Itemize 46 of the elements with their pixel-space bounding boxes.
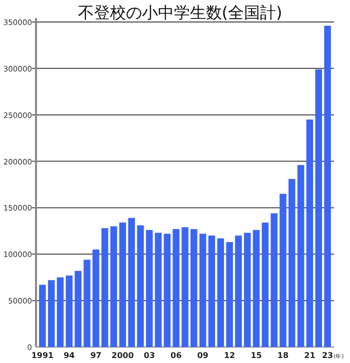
bar [56,277,64,347]
bar [39,284,46,347]
bar [208,236,216,347]
bar [324,26,331,347]
bar [137,225,144,347]
x-tick-label: 94 [64,351,76,360]
bar [48,280,55,347]
bar [288,178,296,347]
bar [199,234,206,347]
bar [315,69,322,347]
x-tick-label: 18 [277,351,289,360]
bar [119,222,126,347]
bar [101,228,108,347]
bar [172,229,180,347]
x-tick-label: 1991 [31,351,54,360]
bar [164,234,171,347]
chart-title: 不登校の小中学生数(全国計) [78,3,282,22]
bar [146,230,153,347]
x-tick-label: 97 [90,351,102,360]
bar [128,218,135,347]
bar [244,232,251,347]
bar [235,236,242,347]
x-tick-label: 06 [170,351,182,360]
x-tick-label: 23 [322,351,334,360]
bar [154,232,162,347]
bar [84,260,90,347]
bar [280,194,286,347]
x-tick-label: 12 [224,351,236,360]
bar [306,120,314,347]
x-tick-label: 2000 [112,351,134,360]
bar [74,270,82,347]
bar [190,229,198,347]
bar [252,230,260,347]
bar [226,242,233,347]
bar [297,165,304,347]
bar [270,213,278,347]
bar [110,226,118,347]
bar [92,250,100,347]
bar [182,227,188,347]
x-tick-label: 03 [144,351,155,360]
x-tick-label: 21 [304,351,316,360]
x-tick-label: 09 [197,351,209,360]
bar [262,222,269,347]
x-tick-label: 15 [250,351,262,360]
bar [66,276,73,347]
bar [217,238,224,347]
